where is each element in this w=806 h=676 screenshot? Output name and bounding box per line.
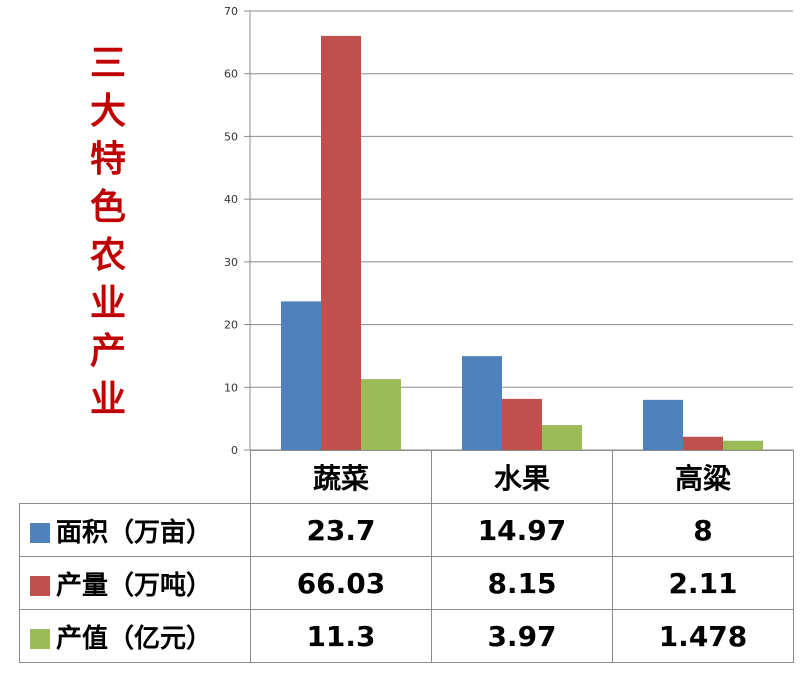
category-label: 水果 — [431, 450, 613, 504]
bar — [542, 425, 582, 450]
table-cell: 66.03 — [250, 556, 432, 610]
title-char: 业 — [89, 283, 126, 324]
title-char: 特 — [89, 139, 126, 180]
table-cell: 3.97 — [431, 609, 613, 663]
row-header: 面积（万亩） — [19, 503, 251, 557]
title-char: 业 — [89, 379, 126, 420]
chart-title: 三大特色农业产业 — [82, 40, 134, 424]
table-row: 产值（亿元） 11.3 3.97 1.478 — [19, 609, 794, 663]
table-corner — [19, 450, 251, 504]
series-label: 产值（亿元） — [56, 623, 213, 654]
data-table: 蔬菜 水果 高粱 面积（万亩） 23.7 14.97 8 产量（万吨） 66.0… — [19, 450, 794, 663]
title-char: 农 — [89, 235, 126, 276]
y-tick-label: 10 — [224, 381, 238, 394]
title-char: 色 — [89, 187, 126, 228]
table-cell: 8 — [612, 503, 794, 557]
table-cell: 14.97 — [431, 503, 613, 557]
y-tick-label: 60 — [224, 68, 238, 81]
bar — [321, 35, 361, 450]
bar — [723, 440, 763, 450]
category-label: 高粱 — [612, 450, 794, 504]
bar — [361, 379, 401, 450]
row-header: 产量（万吨） — [19, 556, 251, 610]
table-cell: 8.15 — [431, 556, 613, 610]
y-tick-label: 40 — [224, 193, 238, 206]
y-tick-label: 70 — [224, 5, 238, 18]
y-tick-label: 20 — [224, 319, 238, 332]
bar — [281, 301, 321, 450]
series-label: 面积（万亩） — [56, 517, 213, 548]
bar — [502, 398, 542, 450]
category-row: 蔬菜 水果 高粱 — [19, 450, 794, 504]
bar — [643, 399, 683, 450]
table-cell: 23.7 — [250, 503, 432, 557]
legend-swatch-area — [30, 522, 50, 543]
y-tick-label: 50 — [224, 130, 238, 143]
bar — [462, 356, 502, 450]
row-header: 产值（亿元） — [19, 609, 251, 663]
table-cell: 1.478 — [612, 609, 794, 663]
series-label: 产量（万吨） — [56, 570, 213, 601]
legend-swatch-value — [30, 628, 50, 649]
table-cell: 11.3 — [250, 609, 432, 663]
bar — [683, 436, 723, 450]
y-tick-label: 30 — [224, 256, 238, 269]
title-char: 三 — [89, 43, 126, 84]
title-char: 大 — [89, 91, 126, 132]
category-label: 蔬菜 — [250, 450, 432, 504]
table-row: 产量（万吨） 66.03 8.15 2.11 — [19, 556, 794, 610]
legend-swatch-production — [30, 575, 50, 596]
table-row: 面积（万亩） 23.7 14.97 8 — [19, 503, 794, 557]
title-char: 产 — [89, 331, 126, 372]
table-cell: 2.11 — [612, 556, 794, 610]
